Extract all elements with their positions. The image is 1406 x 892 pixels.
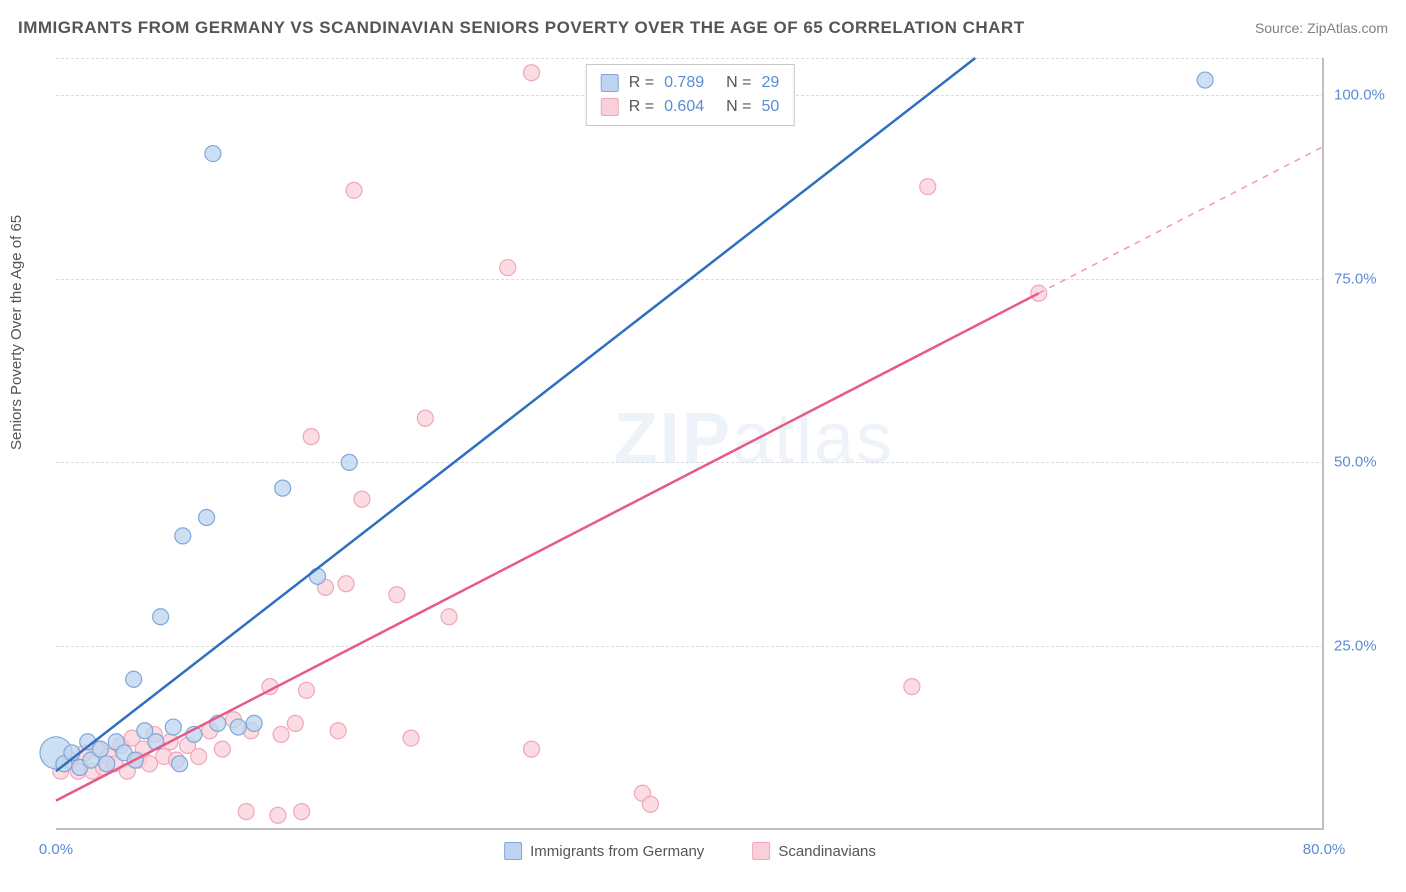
r-value-scandinavian: 0.604 bbox=[664, 95, 704, 119]
correlation-stats-box: R = 0.789 N = 29 R = 0.604 N = 50 bbox=[586, 64, 795, 126]
data-point-germany bbox=[126, 671, 142, 687]
data-point-scandinavian bbox=[642, 796, 658, 812]
n-label: N = bbox=[726, 71, 751, 95]
r-label: R = bbox=[629, 71, 654, 95]
data-point-scandinavian bbox=[214, 741, 230, 757]
legend-label-germany: Immigrants from Germany bbox=[530, 843, 704, 860]
data-point-germany bbox=[310, 568, 326, 584]
r-label: R = bbox=[629, 95, 654, 119]
stat-row-germany: R = 0.789 N = 29 bbox=[601, 71, 780, 95]
data-point-scandinavian bbox=[524, 65, 540, 81]
swatch-germany-icon bbox=[601, 74, 619, 92]
legend-item-germany: Immigrants from Germany bbox=[504, 842, 704, 860]
data-point-scandinavian bbox=[273, 726, 289, 742]
data-point-scandinavian bbox=[338, 576, 354, 592]
data-point-scandinavian bbox=[191, 748, 207, 764]
data-point-germany bbox=[246, 715, 262, 731]
x-axis-legend: Immigrants from Germany Scandinavians bbox=[504, 842, 876, 860]
plot-area: ZIPatlas R = 0.789 N = 29 R = 0.604 N = … bbox=[56, 58, 1324, 830]
data-point-germany bbox=[165, 719, 181, 735]
source-prefix: Source: bbox=[1255, 20, 1307, 36]
x-tick-label: 0.0% bbox=[39, 841, 73, 858]
y-tick-label: 75.0% bbox=[1334, 270, 1394, 287]
data-point-scandinavian bbox=[441, 609, 457, 625]
data-point-scandinavian bbox=[417, 410, 433, 426]
legend-label-scandinavian: Scandinavians bbox=[778, 843, 876, 860]
stat-row-scandinavian: R = 0.604 N = 50 bbox=[601, 95, 780, 119]
trend-line-scandinavian bbox=[56, 293, 1039, 800]
n-value-germany: 29 bbox=[761, 71, 779, 95]
data-point-scandinavian bbox=[238, 804, 254, 820]
data-point-scandinavian bbox=[330, 723, 346, 739]
data-point-scandinavian bbox=[346, 182, 362, 198]
legend-swatch-germany-icon bbox=[504, 842, 522, 860]
source-link[interactable]: ZipAtlas.com bbox=[1307, 20, 1388, 36]
y-tick-label: 50.0% bbox=[1334, 454, 1394, 471]
data-point-germany bbox=[199, 510, 215, 526]
data-point-germany bbox=[92, 741, 108, 757]
data-point-scandinavian bbox=[920, 179, 936, 195]
n-label: N = bbox=[726, 95, 751, 119]
data-point-scandinavian bbox=[298, 682, 314, 698]
data-point-germany bbox=[172, 756, 188, 772]
trend-line-germany bbox=[56, 58, 975, 771]
data-point-scandinavian bbox=[389, 587, 405, 603]
data-point-scandinavian bbox=[270, 807, 286, 823]
data-point-germany bbox=[1197, 72, 1213, 88]
n-value-scandinavian: 50 bbox=[761, 95, 779, 119]
source-attribution: Source: ZipAtlas.com bbox=[1255, 20, 1388, 36]
y-tick-label: 100.0% bbox=[1334, 86, 1394, 103]
data-point-scandinavian bbox=[294, 804, 310, 820]
trend-line-dash-scandinavian bbox=[1039, 146, 1324, 293]
legend-item-scandinavian: Scandinavians bbox=[752, 842, 876, 860]
y-axis-label: Seniors Poverty Over the Age of 65 bbox=[8, 215, 25, 450]
data-point-germany bbox=[205, 146, 221, 162]
data-point-germany bbox=[99, 756, 115, 772]
data-point-scandinavian bbox=[354, 491, 370, 507]
data-point-scandinavian bbox=[142, 756, 158, 772]
data-point-scandinavian bbox=[303, 429, 319, 445]
data-point-germany bbox=[153, 609, 169, 625]
data-point-scandinavian bbox=[287, 715, 303, 731]
data-point-scandinavian bbox=[500, 260, 516, 276]
data-point-germany bbox=[230, 719, 246, 735]
data-point-germany bbox=[175, 528, 191, 544]
chart-title: IMMIGRANTS FROM GERMANY VS SCANDINAVIAN … bbox=[18, 18, 1025, 38]
r-value-germany: 0.789 bbox=[664, 71, 704, 95]
swatch-scandinavian-icon bbox=[601, 98, 619, 116]
legend-swatch-scandinavian-icon bbox=[752, 842, 770, 860]
data-point-germany bbox=[341, 454, 357, 470]
data-point-scandinavian bbox=[403, 730, 419, 746]
y-tick-label: 25.0% bbox=[1334, 638, 1394, 655]
chart-svg bbox=[56, 58, 1324, 830]
x-tick-label: 80.0% bbox=[1303, 841, 1346, 858]
data-point-germany bbox=[275, 480, 291, 496]
data-point-scandinavian bbox=[904, 679, 920, 695]
data-point-scandinavian bbox=[524, 741, 540, 757]
